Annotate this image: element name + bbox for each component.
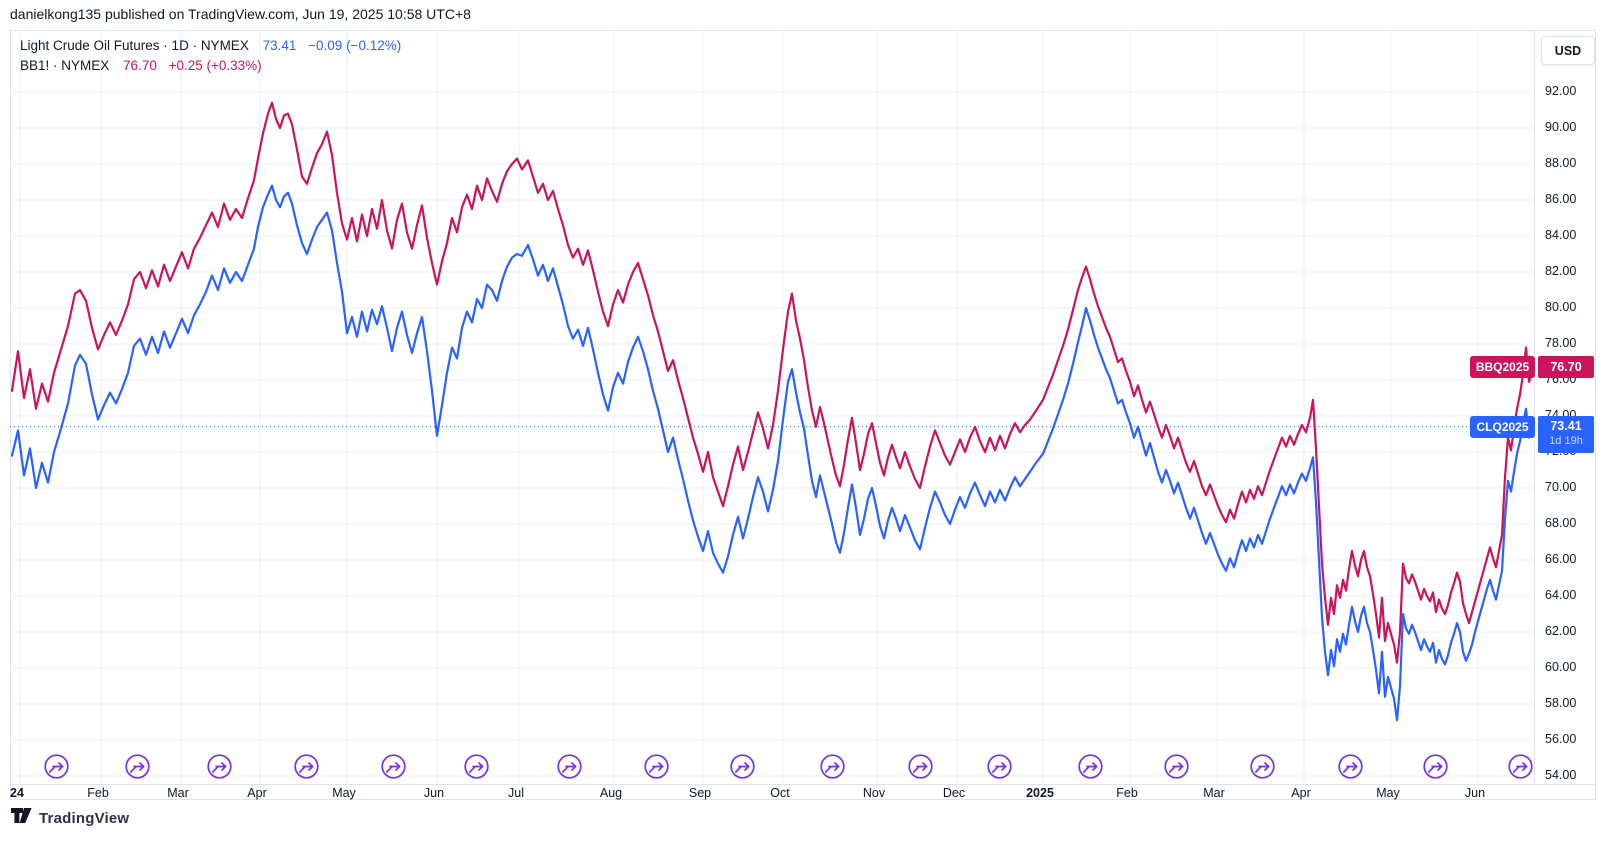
price-tick-label: 80.00 — [1545, 300, 1577, 314]
time-axis-label: 24 — [10, 786, 24, 800]
time-axis-separator — [10, 784, 1596, 785]
legend-last-price: 73.41 — [262, 38, 297, 53]
time-axis-label: Oct — [770, 786, 790, 800]
time-axis-label: Feb — [87, 786, 109, 800]
contract-rollover-icon[interactable] — [1077, 753, 1104, 780]
published-header-text: danielkong135 published on TradingView.c… — [10, 6, 471, 22]
legend-change: −0.09 (−0.12%) — [308, 38, 402, 53]
contract-rollover-icon[interactable] — [463, 753, 490, 780]
price-tick-label: 66.00 — [1545, 552, 1577, 566]
currency-usd-button[interactable]: USD — [1541, 36, 1595, 65]
time-axis-label: Mar — [1203, 786, 1225, 800]
price-tick-label: 64.00 — [1545, 588, 1577, 602]
time-axis-label: Sep — [688, 786, 712, 800]
time-axis-label: Nov — [862, 786, 886, 800]
contract-rollover-icon[interactable] — [986, 753, 1013, 780]
series-badge-label: CLQ2025 — [1476, 419, 1529, 434]
time-axis-label: Apr — [247, 786, 267, 800]
legend-row-brent[interactable]: BB1! · NYMEX 76.70 +0.25 (+0.33%) — [20, 56, 409, 76]
contract-rollover-icon[interactable] — [819, 753, 846, 780]
legend-row-crude[interactable]: Light Crude Oil Futures · 1D · NYMEX 73.… — [20, 36, 409, 56]
price-tick-label: 86.00 — [1545, 192, 1577, 206]
legend: Light Crude Oil Futures · 1D · NYMEX 73.… — [20, 36, 409, 76]
price-tick-label: 68.00 — [1545, 516, 1577, 530]
price-chip-value: 73.41 — [1550, 419, 1582, 434]
contract-rollover-icon[interactable] — [643, 753, 670, 780]
contract-rollover-icon[interactable] — [206, 753, 233, 780]
time-axis-label: Feb — [1116, 786, 1138, 800]
price-tick-label: 54.00 — [1545, 768, 1577, 782]
time-axis-label: Jul — [508, 786, 524, 800]
tradingview-logo-icon — [10, 806, 32, 830]
series-badge-clq2025: CLQ2025 — [1470, 415, 1535, 438]
time-axis-label: Jun — [423, 786, 445, 800]
contract-rollover-icon[interactable] — [556, 753, 583, 780]
time-axis-label: Aug — [599, 786, 623, 800]
price-axis-separator — [1534, 30, 1535, 784]
time-axis-label: Apr — [1291, 786, 1311, 800]
price-tick-label: 70.00 — [1545, 480, 1577, 494]
contract-rollover-icon[interactable] — [43, 753, 70, 780]
published-header: danielkong135 published on TradingView.c… — [10, 6, 471, 22]
time-axis-label: 2025 — [1026, 786, 1054, 800]
time-axis-label: Mar — [167, 786, 189, 800]
series-badge-bbq2025: BBQ2025 — [1470, 356, 1535, 379]
price-tick-label: 90.00 — [1545, 120, 1577, 134]
contract-countdown: 1d 19h — [1549, 435, 1583, 448]
legend-symbol-title: BB1! · NYMEX — [20, 58, 110, 73]
contract-rollover-icon[interactable] — [1422, 753, 1449, 780]
price-series-clq2025[interactable] — [10, 184, 1536, 722]
price-series-bbq2025[interactable] — [10, 101, 1536, 664]
price-tick-label: 62.00 — [1545, 624, 1577, 638]
contract-rollover-icon[interactable] — [293, 753, 320, 780]
legend-symbol-title: Light Crude Oil Futures · 1D · NYMEX — [20, 38, 249, 53]
time-axis-label: May — [1376, 786, 1400, 800]
price-tick-label: 88.00 — [1545, 156, 1577, 170]
contract-rollover-icon[interactable] — [907, 753, 934, 780]
price-chip-value: 76.70 — [1550, 360, 1582, 375]
price-tick-label: 60.00 — [1545, 660, 1577, 674]
price-tick-label: 58.00 — [1545, 696, 1577, 710]
price-tick-label: 92.00 — [1545, 84, 1577, 98]
time-axis-label: Dec — [942, 786, 966, 800]
price-tick-label: 84.00 — [1545, 228, 1577, 242]
contract-rollover-icon[interactable] — [124, 753, 151, 780]
tradingview-brand-text: TradingView — [39, 809, 130, 827]
legend-change: +0.25 (+0.33%) — [168, 58, 262, 73]
series-badge-label: BBQ2025 — [1475, 360, 1530, 375]
time-axis-label: May — [332, 786, 356, 800]
contract-rollover-icon[interactable] — [1337, 753, 1364, 780]
price-chip-bbq2025: 76.70 — [1538, 356, 1594, 379]
legend-last-price: 76.70 — [123, 58, 157, 73]
contract-rollover-icon[interactable] — [1249, 753, 1276, 780]
contract-rollover-icon[interactable] — [729, 753, 756, 780]
chart-card — [10, 30, 1596, 800]
price-tick-label: 56.00 — [1545, 732, 1577, 746]
price-tick-label: 82.00 — [1545, 264, 1577, 278]
price-chip-clq2025: 73.41 1d 19h — [1538, 415, 1594, 453]
tradingview-attribution[interactable]: TradingView — [10, 806, 129, 830]
contract-rollover-icon[interactable] — [380, 753, 407, 780]
price-tick-label: 78.00 — [1545, 336, 1577, 350]
contract-rollover-icon[interactable] — [1163, 753, 1190, 780]
time-axis-label: Jun — [1464, 786, 1486, 800]
contract-rollover-icon[interactable] — [1507, 753, 1534, 780]
